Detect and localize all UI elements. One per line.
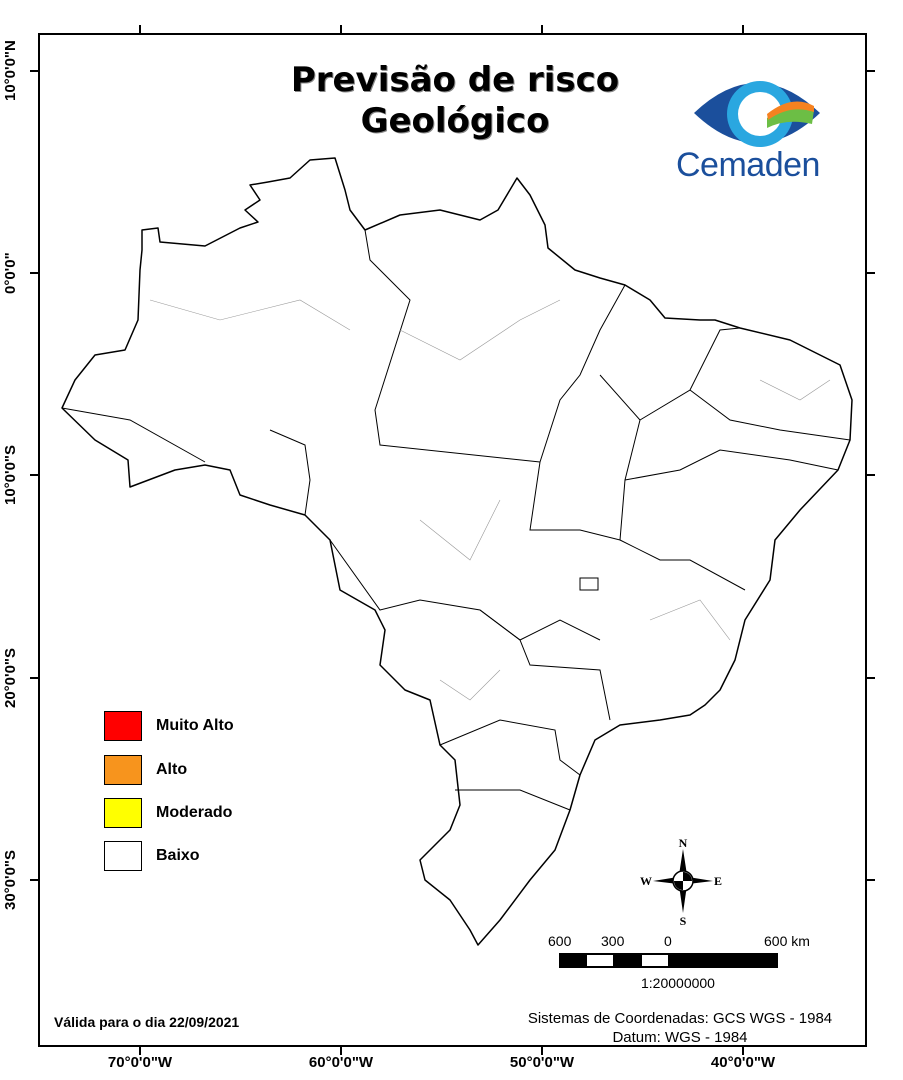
legend-item: Muito Alto: [104, 711, 234, 741]
legend-swatch: [104, 755, 142, 785]
title-line-2: Geológico: [360, 101, 550, 141]
lon-label: 50°0'0"W: [509, 1054, 575, 1071]
legend-item: Alto: [104, 755, 187, 785]
scale-label: 0: [664, 933, 672, 949]
crs-text: Sistemas de Coordenadas: GCS WGS - 1984: [527, 1010, 833, 1027]
coordinate-info: Sistemas de Coordenadas: GCS WGS - 1984 …: [490, 1009, 870, 1047]
scale-bar-graphic: [559, 953, 778, 968]
legend-label: Baixo: [156, 847, 200, 864]
legend-item: Baixo: [104, 841, 200, 871]
eye-logo-icon: [694, 81, 820, 147]
legend-swatch: [104, 711, 142, 741]
legend-item: Moderado: [104, 798, 232, 828]
compass-s: S: [680, 914, 687, 928]
scale-label: 600 km: [764, 933, 810, 949]
logo-text: Cemaden: [676, 146, 820, 184]
datum-text: Datum: WGS - 1984: [612, 1029, 748, 1046]
municipal-borders: [149, 299, 831, 701]
scale-ratio: 1:20000000: [641, 975, 715, 991]
legend-swatch: [104, 841, 142, 871]
map-frame: [38, 33, 867, 1047]
scale-label: 300: [601, 933, 625, 949]
lon-label: 70°0'0"W: [107, 1054, 173, 1071]
compass-w: W: [640, 874, 652, 888]
legend-label: Alto: [156, 761, 188, 778]
lon-label: 40°0'0"W: [710, 1054, 776, 1071]
state-borders: [61, 229, 851, 811]
lon-label: 60°0'0"W: [308, 1054, 374, 1071]
legend-label: Moderado: [156, 804, 233, 821]
title-line-1: Previsão de risco: [290, 60, 620, 100]
legend-swatch: [104, 798, 142, 828]
compass-n: N: [679, 836, 688, 850]
compass-e: E: [714, 874, 722, 888]
validity-date: Válida para o dia 22/09/2021: [54, 1014, 240, 1030]
map-title: Previsão de risco Geológico: [250, 60, 660, 142]
scale-label: 600: [548, 933, 572, 949]
legend-label: Muito Alto: [156, 717, 234, 734]
brazil-outline: [61, 157, 853, 946]
north-arrow-icon: N S W E: [640, 836, 722, 928]
cemaden-logo: Cemaden: [672, 68, 842, 188]
